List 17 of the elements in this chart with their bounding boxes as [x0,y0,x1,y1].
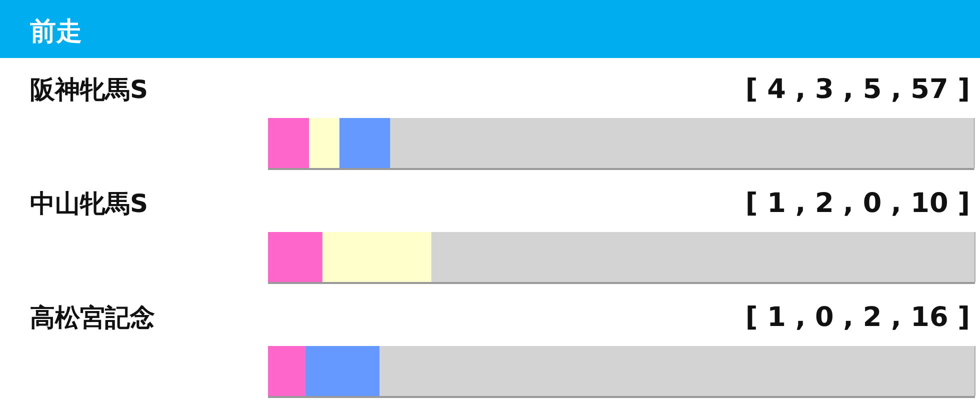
y-tick-label: 高松宮記念 [30,303,155,332]
bar [305,346,380,396]
bar [268,118,310,168]
bar [339,118,390,168]
bar [268,232,322,282]
annotation: [ 4 , 3 , 5 , 57 ] [745,74,970,105]
bar [431,232,975,282]
bar [322,232,432,282]
annotation: [ 1 , 0 , 2 , 16 ] [745,302,970,333]
bar [390,118,974,168]
y-tick-label: 阪神牝馬S [30,75,148,104]
annotation: [ 1 , 2 , 0 , 10 ] [745,188,970,219]
bar [380,346,975,396]
bar [268,346,306,396]
text: 前走 [29,17,82,47]
y-tick-label: 中山牝馬S [30,189,148,218]
bar [309,118,340,168]
